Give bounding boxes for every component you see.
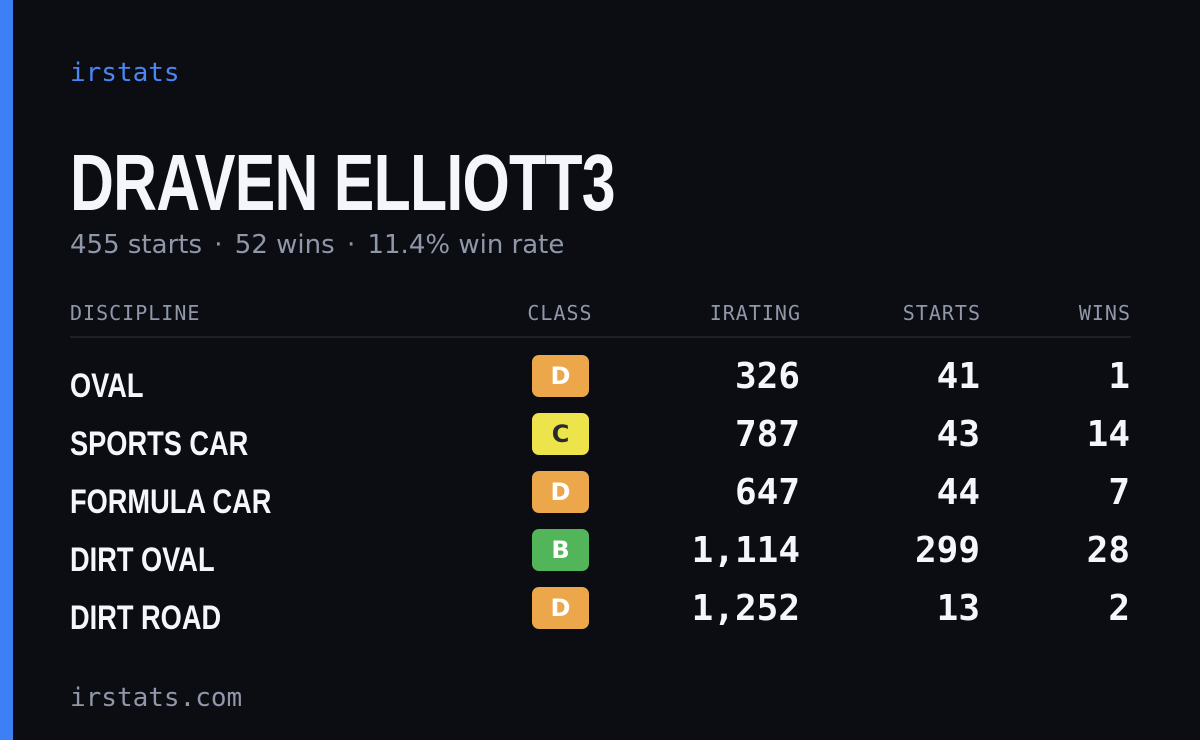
irating-value: 326 xyxy=(734,356,800,397)
starts-summary: 455 starts xyxy=(70,230,202,260)
brand-logo-text: irstats xyxy=(70,58,180,88)
discipline-name: FORMULA CAR xyxy=(70,483,272,521)
wins-value: 2 xyxy=(1108,588,1130,629)
header-class: CLASS xyxy=(527,301,593,325)
table-row: DIRT ROAD D 1,252 13 2 xyxy=(70,584,1131,642)
accent-bar xyxy=(0,0,13,740)
table-row: OVAL D 326 41 1 xyxy=(70,352,1131,410)
discipline-name: DIRT OVAL xyxy=(70,541,215,579)
header-wins: WINS xyxy=(1078,301,1131,325)
summary-separator: · xyxy=(346,230,356,260)
discipline-name: SPORTS CAR xyxy=(70,425,249,463)
discipline-name: OVAL xyxy=(70,367,144,405)
summary-separator: · xyxy=(214,230,223,260)
table-row: FORMULA CAR D 647 44 7 xyxy=(70,468,1131,526)
driver-name: DRAVEN ELLIOTT3 xyxy=(70,138,616,227)
starts-value: 43 xyxy=(936,414,980,455)
starts-value: 44 xyxy=(936,472,980,513)
irating-value: 787 xyxy=(734,414,800,455)
irating-value: 1,114 xyxy=(691,530,800,571)
class-badge: D xyxy=(532,471,589,513)
class-badge: B xyxy=(532,529,589,571)
class-badge: D xyxy=(532,587,589,629)
discipline-stats-table: DISCIPLINE CLASS IRATING STARTS WINS OVA… xyxy=(70,296,1131,642)
header-discipline: DISCIPLINE xyxy=(70,301,201,325)
table-row: DIRT OVAL B 1,114 299 28 xyxy=(70,526,1131,584)
class-badge: C xyxy=(532,413,589,455)
win-rate-summary: 11.4% win rate xyxy=(367,230,565,260)
header-starts: STARTS xyxy=(902,301,981,325)
header-irating: IRATING xyxy=(709,301,801,325)
starts-value: 41 xyxy=(936,356,980,397)
footer-url: irstats.com xyxy=(70,683,243,713)
irating-value: 1,252 xyxy=(691,588,800,629)
irating-value: 647 xyxy=(734,472,800,513)
starts-value: 13 xyxy=(936,588,980,629)
starts-value: 299 xyxy=(914,530,980,571)
discipline-name: DIRT ROAD xyxy=(70,599,222,637)
table-header-row: DISCIPLINE CLASS IRATING STARTS WINS xyxy=(70,296,1131,338)
wins-summary: 52 wins xyxy=(234,230,335,260)
table-body: OVAL D 326 41 1 SPORTS CAR C 787 43 14 F… xyxy=(70,352,1131,642)
wins-value: 14 xyxy=(1086,414,1130,455)
wins-value: 28 xyxy=(1086,530,1130,571)
class-badge: D xyxy=(532,355,589,397)
wins-value: 1 xyxy=(1108,356,1130,397)
table-row: SPORTS CAR C 787 43 14 xyxy=(70,410,1131,468)
driver-summary: 455 starts · 52 wins · 11.4% win rate xyxy=(70,227,564,263)
wins-value: 7 xyxy=(1108,472,1130,513)
